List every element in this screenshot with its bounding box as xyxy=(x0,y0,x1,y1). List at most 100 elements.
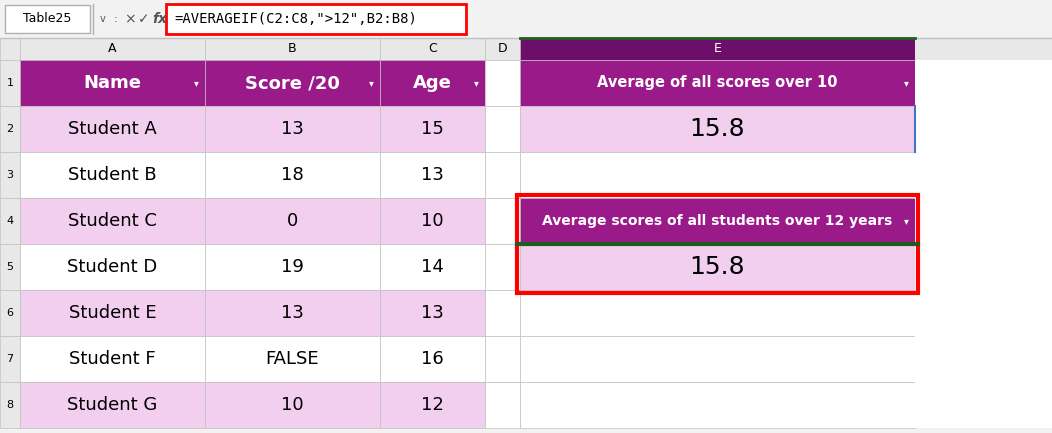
Text: 1: 1 xyxy=(6,78,14,88)
Text: Student D: Student D xyxy=(67,258,158,276)
Bar xyxy=(485,336,520,382)
Text: Student A: Student A xyxy=(68,120,157,138)
Text: Average scores of all students over 12 years: Average scores of all students over 12 y… xyxy=(543,214,893,228)
Bar xyxy=(520,290,915,336)
Text: 13: 13 xyxy=(421,166,444,184)
Bar xyxy=(20,198,205,244)
Bar xyxy=(915,336,1052,382)
Text: B: B xyxy=(288,42,297,55)
Bar xyxy=(20,38,205,60)
Bar xyxy=(5,5,90,33)
Bar xyxy=(520,244,915,290)
Text: :: : xyxy=(114,14,118,24)
Bar xyxy=(0,152,20,198)
Bar xyxy=(205,152,380,198)
Text: fx: fx xyxy=(151,12,167,26)
Bar xyxy=(380,106,485,152)
Bar xyxy=(380,244,485,290)
Text: 5: 5 xyxy=(6,262,14,272)
Bar xyxy=(20,336,205,382)
Text: C: C xyxy=(428,42,437,55)
Bar xyxy=(485,244,520,290)
Bar xyxy=(0,198,20,244)
Text: Student F: Student F xyxy=(69,350,156,368)
Text: 14: 14 xyxy=(421,258,444,276)
Text: Table25: Table25 xyxy=(23,13,72,26)
Bar xyxy=(380,382,485,428)
Text: Student G: Student G xyxy=(67,396,158,414)
Text: ▾: ▾ xyxy=(195,78,199,88)
Text: FALSE: FALSE xyxy=(266,350,320,368)
Bar xyxy=(520,198,915,244)
Bar xyxy=(520,382,915,428)
Bar xyxy=(0,336,20,382)
Bar xyxy=(915,198,1052,244)
Text: ▾: ▾ xyxy=(904,216,909,226)
Bar xyxy=(485,60,520,106)
Bar xyxy=(380,38,485,60)
Text: Age: Age xyxy=(413,74,452,92)
Bar xyxy=(485,290,520,336)
Bar xyxy=(485,38,520,60)
Bar xyxy=(380,198,485,244)
Bar xyxy=(380,152,485,198)
Text: 2: 2 xyxy=(6,124,14,134)
Text: ▾: ▾ xyxy=(904,78,909,88)
Bar xyxy=(20,244,205,290)
Bar xyxy=(485,198,520,244)
Text: ×: × xyxy=(124,12,136,26)
Bar xyxy=(205,290,380,336)
Text: A: A xyxy=(108,42,117,55)
Bar xyxy=(20,106,205,152)
Text: 6: 6 xyxy=(6,308,14,318)
Text: 10: 10 xyxy=(421,212,444,230)
Bar xyxy=(205,244,380,290)
Text: 15.8: 15.8 xyxy=(690,117,745,141)
Bar xyxy=(20,290,205,336)
Bar xyxy=(485,152,520,198)
Bar xyxy=(0,60,20,106)
Text: 10: 10 xyxy=(281,396,304,414)
Bar xyxy=(0,244,20,290)
Bar xyxy=(0,0,1052,38)
Bar xyxy=(517,195,918,293)
Text: 13: 13 xyxy=(281,120,304,138)
Text: Name: Name xyxy=(83,74,142,92)
Text: ▾: ▾ xyxy=(369,78,375,88)
Text: 15: 15 xyxy=(421,120,444,138)
Text: Score /20: Score /20 xyxy=(245,74,340,92)
Text: D: D xyxy=(498,42,507,55)
Bar xyxy=(166,4,466,34)
Text: Student B: Student B xyxy=(68,166,157,184)
Text: 3: 3 xyxy=(6,170,14,180)
Bar xyxy=(915,382,1052,428)
Bar xyxy=(520,336,915,382)
Text: 8: 8 xyxy=(6,400,14,410)
Text: ▾: ▾ xyxy=(474,78,479,88)
Bar xyxy=(915,60,1052,106)
Bar xyxy=(0,38,20,60)
Text: 15.8: 15.8 xyxy=(690,255,745,279)
Text: 16: 16 xyxy=(421,350,444,368)
Text: 13: 13 xyxy=(421,304,444,322)
Bar xyxy=(205,382,380,428)
Text: =AVERAGEIF(C2:C8,">12",B2:B8): =AVERAGEIF(C2:C8,">12",B2:B8) xyxy=(174,12,417,26)
Bar xyxy=(915,152,1052,198)
Bar xyxy=(205,336,380,382)
Bar xyxy=(20,60,205,106)
Bar xyxy=(205,38,380,60)
Text: 0: 0 xyxy=(287,212,298,230)
Bar xyxy=(380,336,485,382)
Bar xyxy=(520,60,915,106)
Text: 7: 7 xyxy=(6,354,14,364)
Bar xyxy=(485,382,520,428)
Bar xyxy=(915,290,1052,336)
Text: ✓: ✓ xyxy=(138,12,149,26)
Bar xyxy=(915,244,1052,290)
Bar xyxy=(20,382,205,428)
Text: Average of all scores over 10: Average of all scores over 10 xyxy=(598,75,837,90)
Text: E: E xyxy=(713,42,722,55)
Bar xyxy=(915,106,1052,152)
Text: v: v xyxy=(100,14,106,24)
Bar xyxy=(205,60,380,106)
